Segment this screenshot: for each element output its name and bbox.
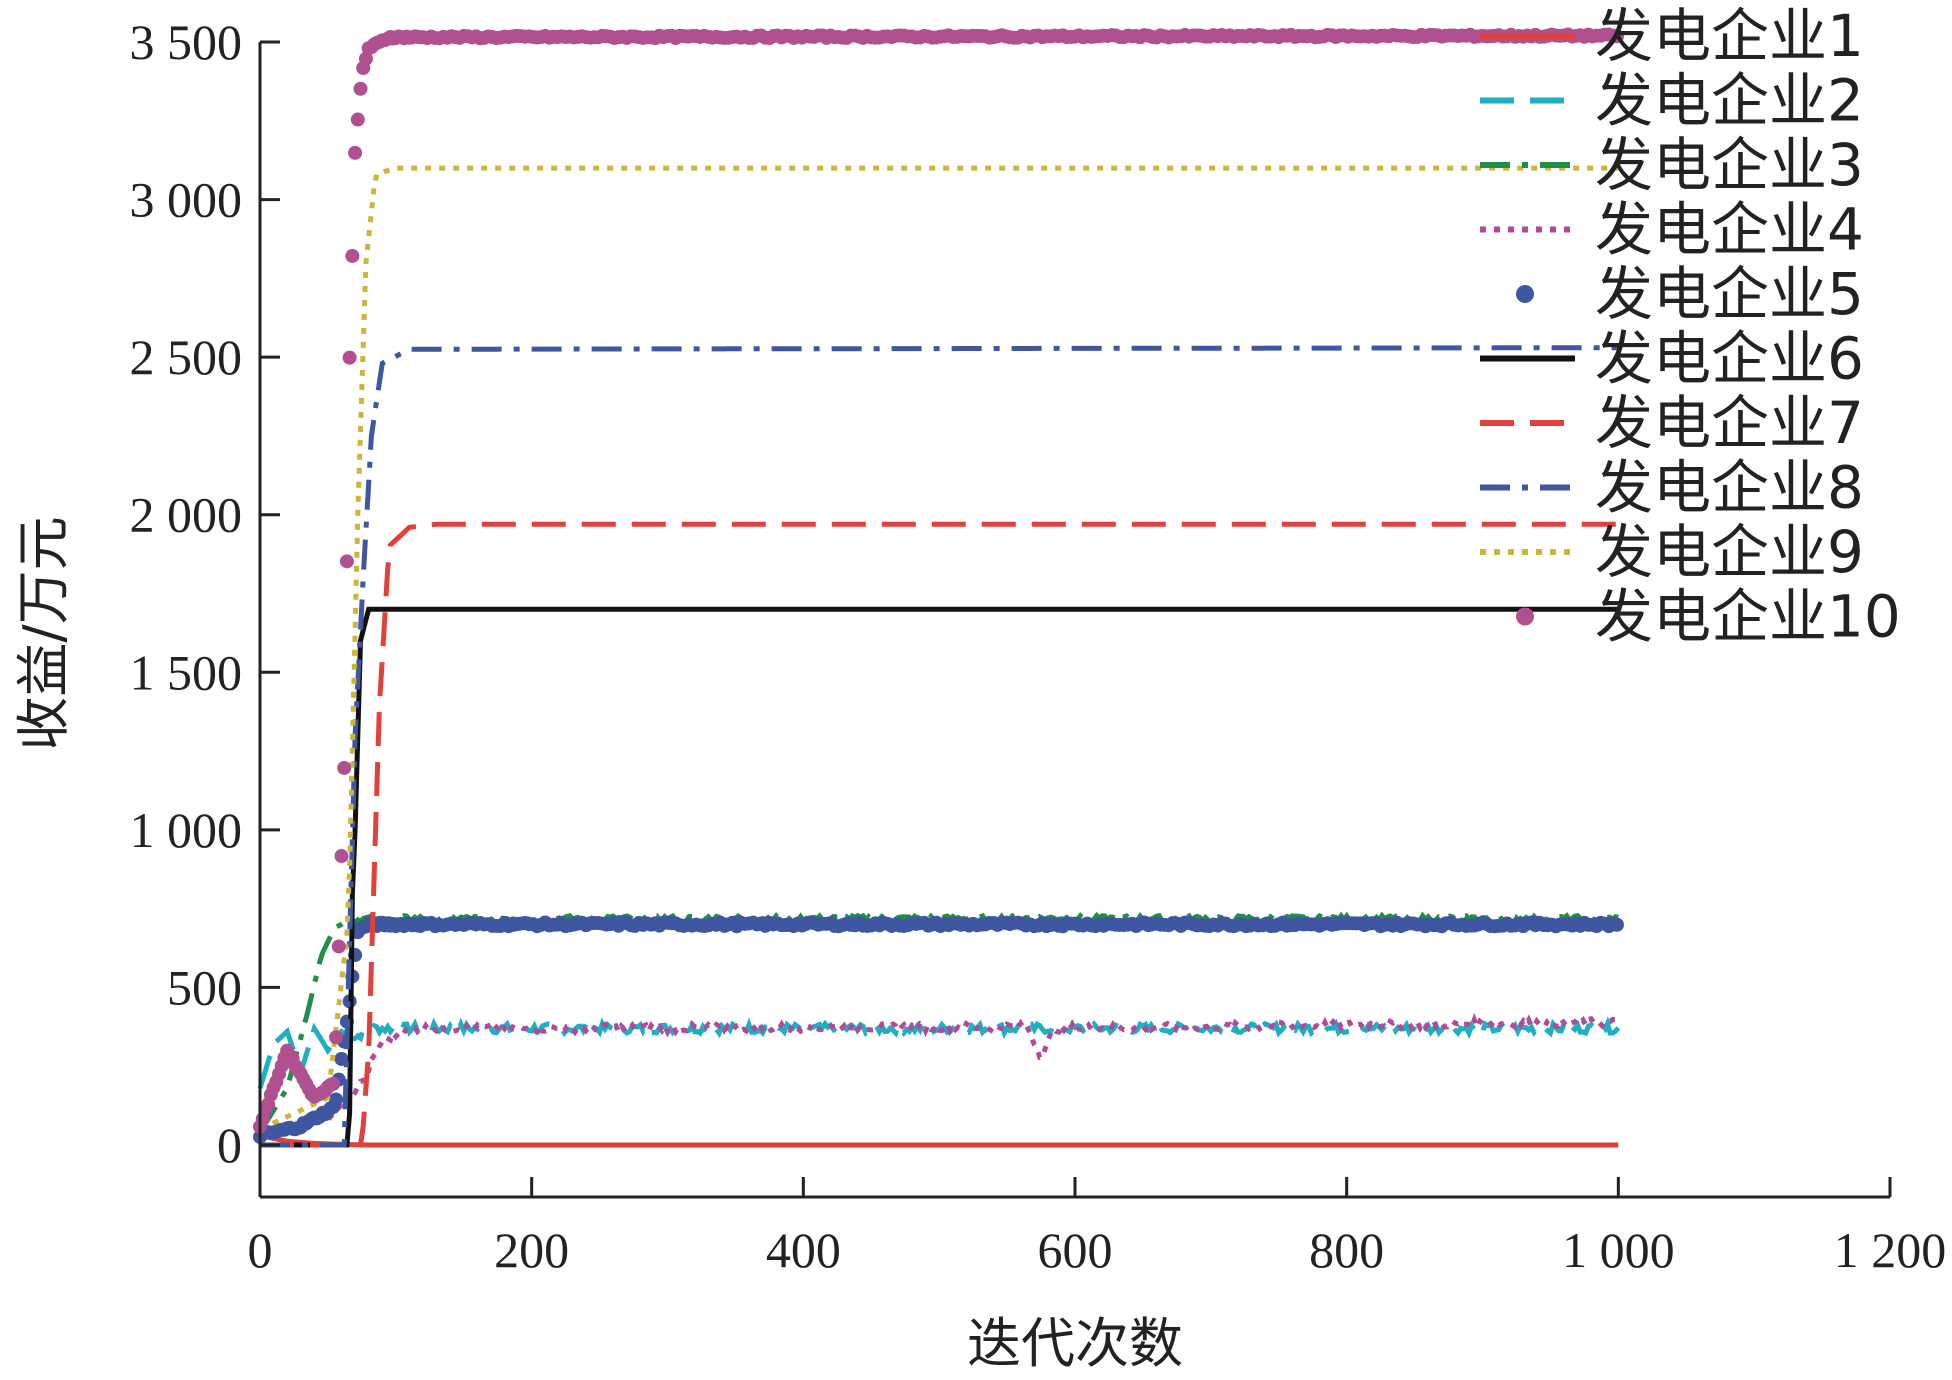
legend-label: 发电企业10 [1595, 583, 1901, 651]
legend-entry-4: 发电企业4 [1480, 196, 1864, 264]
legend-label: 发电企业3 [1595, 131, 1864, 199]
series-10-point [331, 939, 346, 954]
series-10-point [334, 849, 349, 864]
legend-label: 发电企业2 [1595, 67, 1864, 135]
legend-marker [1516, 607, 1534, 626]
y-tick-label: 3 000 [130, 172, 243, 228]
series-10-point [358, 51, 373, 66]
series-10-point [345, 248, 360, 263]
series-10-point [1609, 29, 1624, 44]
series-4-line [259, 1012, 1621, 1135]
series-10-point [326, 1076, 341, 1091]
series-6 [260, 606, 1619, 1148]
legend-label: 发电企业7 [1595, 389, 1864, 457]
series-6-line [260, 606, 1619, 1148]
series-1-line [259, 1133, 1619, 1148]
x-tick-label: 1 000 [1562, 1222, 1675, 1278]
series-2-line [257, 1016, 1621, 1090]
series-7-line [260, 521, 1619, 1148]
y-tick-label: 2 000 [130, 487, 243, 543]
legend-entry-7: 发电企业7 [1480, 389, 1864, 457]
y-tick-label: 3 500 [130, 14, 243, 70]
legend-entry-2: 发电企业2 [1480, 67, 1864, 135]
series-10-point [348, 145, 363, 160]
y-tick-label: 0 [217, 1117, 242, 1173]
legend-entry-9: 发电企业9 [1480, 518, 1864, 586]
x-tick-label: 600 [1038, 1222, 1113, 1278]
legend-entry-5: 发电企业5 [1516, 260, 1864, 328]
series-9 [258, 165, 1619, 1132]
plot-area [253, 27, 1624, 1148]
legend-marker [1516, 285, 1534, 303]
axes: 0 200 400 600 800 1 000 1 200 0 500 1 000 1 500 2 0… [130, 14, 1947, 1278]
x-tick-label: 0 [248, 1222, 273, 1278]
legend-label: 发电企业5 [1595, 260, 1864, 328]
series-10-point [337, 760, 352, 775]
series-10-point [329, 1030, 344, 1045]
legend-label: 发电企业1 [1595, 2, 1864, 70]
series-5-point [329, 1092, 344, 1107]
series-10 [253, 27, 1624, 1134]
series-5-point [1609, 917, 1624, 932]
legend: 发电企业1发电企业2发电企业3发电企业4发电企业5发电企业6发电企业7发电企业8… [1480, 2, 1901, 651]
y-axis-title: 收益/万元 [12, 516, 75, 750]
y-tick-label: 500 [167, 959, 242, 1015]
y-tick-label: 1 500 [130, 644, 243, 700]
series-7 [260, 521, 1619, 1148]
legend-label: 发电企业4 [1595, 196, 1864, 264]
series-3 [257, 910, 1619, 1134]
y-tick-label: 1 000 [130, 802, 243, 858]
series-3-line [257, 910, 1619, 1134]
x-tick-label: 800 [1309, 1222, 1384, 1278]
x-tick-label: 200 [494, 1222, 569, 1278]
series-10-point [350, 112, 365, 127]
series-4 [259, 1012, 1621, 1135]
legend-entry-10: 发电企业10 [1516, 583, 1901, 651]
series-10-point [342, 350, 357, 365]
series-2 [257, 1016, 1621, 1090]
x-tick-label: 400 [766, 1222, 841, 1278]
series-5 [253, 915, 1624, 1144]
series-10-point [339, 554, 354, 569]
series-9-line [258, 165, 1619, 1132]
series-10-point [353, 81, 368, 96]
x-axis-title: 迭代次数 [967, 1312, 1183, 1375]
legend-label: 发电企业6 [1595, 325, 1864, 393]
x-tick-label: 1 200 [1834, 1222, 1947, 1278]
legend-entry-1: 发电企业1 [1480, 2, 1864, 70]
legend-entry-6: 发电企业6 [1480, 325, 1864, 393]
series-8-line [260, 345, 1619, 1148]
legend-entry-3: 发电企业3 [1480, 131, 1864, 199]
series-1 [259, 1133, 1619, 1148]
legend-label: 发电企业9 [1595, 518, 1864, 586]
legend-entry-8: 发电企业8 [1480, 454, 1864, 522]
series-8 [260, 345, 1619, 1148]
legend-label: 发电企业8 [1595, 454, 1864, 522]
y-tick-label: 2 500 [130, 329, 243, 385]
